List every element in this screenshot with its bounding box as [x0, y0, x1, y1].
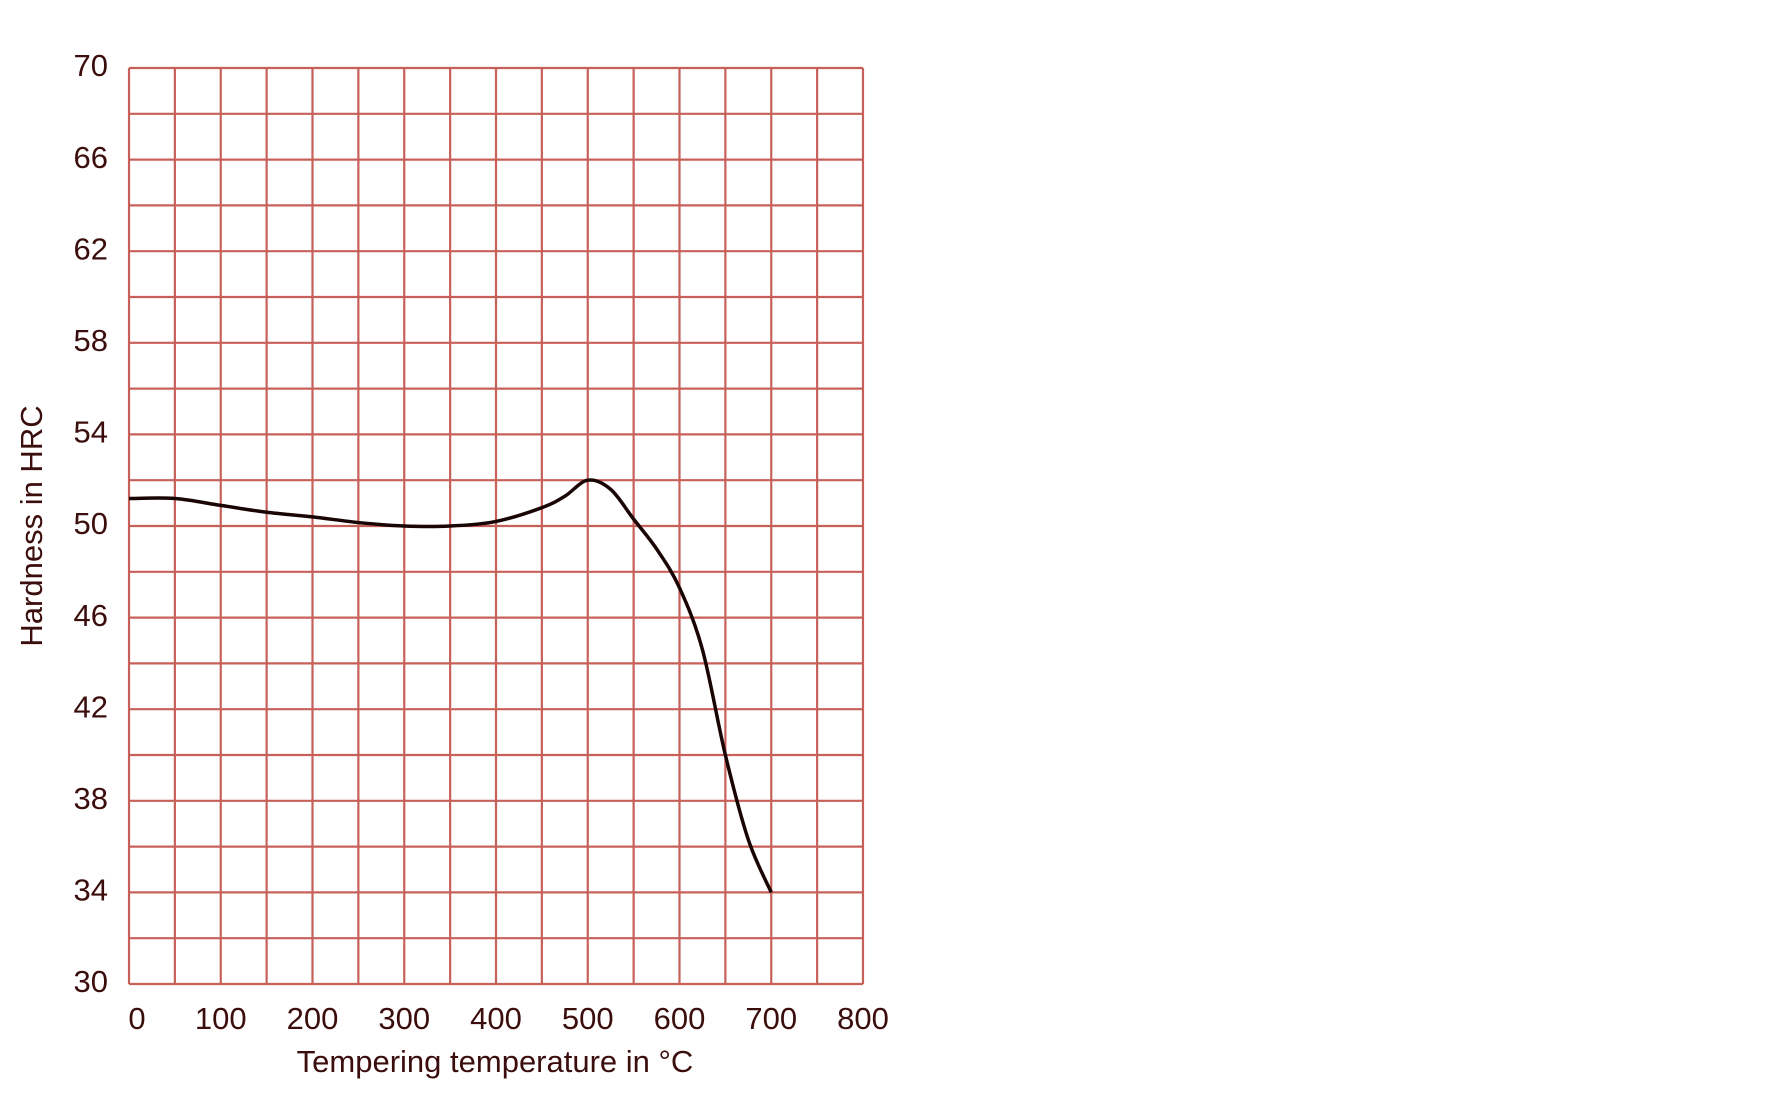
- y-tick-label: 38: [74, 781, 108, 816]
- y-tick-label: 58: [74, 323, 108, 358]
- x-tick-label: 700: [745, 1001, 797, 1036]
- x-tick-label: 300: [378, 1001, 430, 1036]
- data-line: [128, 478, 773, 894]
- y-tick-label: 30: [74, 964, 108, 999]
- x-tick-label: 400: [470, 1001, 522, 1036]
- y-tick-label: 34: [74, 873, 108, 908]
- x-tick-label: 600: [654, 1001, 706, 1036]
- x-tick-label: 200: [287, 1001, 339, 1036]
- x-tick-label: 800: [837, 1001, 889, 1036]
- y-tick-label: 42: [74, 689, 108, 724]
- y-tick-label: 66: [74, 140, 108, 175]
- y-tick-label: 62: [74, 231, 108, 266]
- y-axis-title: Hardness in HRC: [14, 405, 49, 646]
- x-tick-label: 0: [128, 1001, 145, 1036]
- x-tick-label: 100: [195, 1001, 247, 1036]
- y-tick-label: 70: [74, 48, 108, 83]
- y-tick-label: 54: [74, 415, 108, 450]
- x-axis-title: Tempering temperature in °C: [297, 1044, 694, 1079]
- y-tick-label: 46: [74, 598, 108, 633]
- x-tick-label: 500: [562, 1001, 614, 1036]
- y-tick-label: 50: [74, 506, 108, 541]
